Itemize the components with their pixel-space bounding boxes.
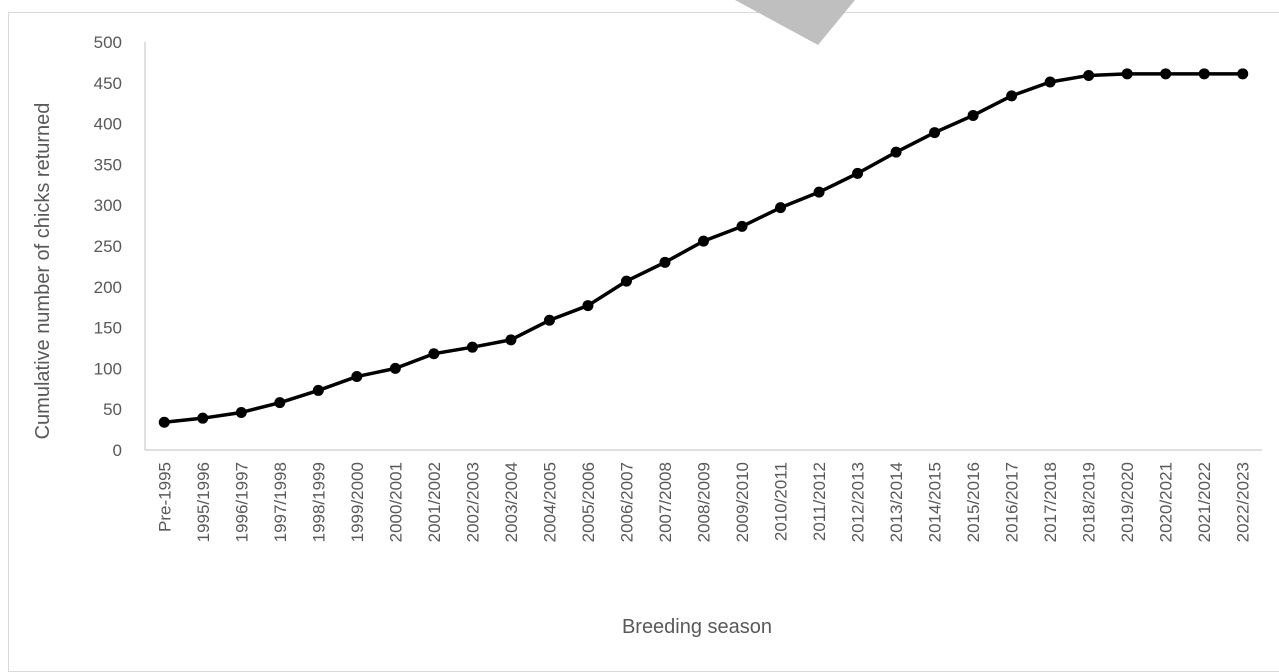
- series: [158, 68, 1249, 428]
- y-tick-label: 400: [94, 115, 122, 134]
- x-tick-label: 1996/1997: [232, 462, 251, 542]
- y-axis-title: Cumulative number of chicks returned: [32, 103, 54, 440]
- data-point: [1121, 68, 1133, 80]
- data-point: [1083, 69, 1095, 81]
- x-tick-label: 2012/2013: [849, 462, 868, 542]
- decorative-gray-shape: [735, 0, 855, 45]
- x-tick-label: 1995/1996: [194, 462, 213, 542]
- x-tick-label: 2001/2002: [425, 462, 444, 542]
- axes: [144, 42, 1262, 451]
- x-tick-label: 2004/2005: [540, 462, 559, 542]
- x-tick-label: 1997/1998: [271, 462, 290, 542]
- data-point: [1006, 90, 1018, 102]
- data-point: [466, 341, 478, 353]
- y-tick-label: 250: [94, 237, 122, 256]
- y-tick-label: 100: [94, 359, 122, 378]
- x-tick-label: 2018/2019: [1080, 462, 1099, 542]
- data-point: [659, 256, 671, 268]
- data-point: [312, 384, 324, 396]
- data-point: [543, 314, 555, 326]
- x-tick-label: 1998/1999: [309, 462, 328, 542]
- data-point: [351, 371, 363, 383]
- x-tick-label: 2014/2015: [926, 462, 945, 542]
- y-tick-label: 150: [94, 319, 122, 338]
- x-tick-label: 2017/2018: [1041, 462, 1060, 542]
- y-tick-label: 200: [94, 278, 122, 297]
- x-axis-title: Breeding season: [622, 616, 772, 638]
- data-point: [736, 220, 748, 232]
- x-tick-label: 2010/2011: [772, 462, 791, 541]
- data-point: [1198, 68, 1210, 80]
- data-point: [775, 202, 787, 214]
- y-tick-label: 0: [113, 441, 122, 460]
- y-tick-label: 300: [94, 196, 122, 215]
- data-point: [235, 406, 247, 418]
- y-tick-label: 450: [94, 74, 122, 93]
- y-tick-labels: 0 50 100 150 200 250 300 350 400 450 500: [94, 33, 122, 460]
- data-point: [890, 146, 902, 158]
- x-tick-label: 2015/2016: [964, 462, 983, 542]
- y-tick-label: 350: [94, 155, 122, 174]
- x-tick-label: 2003/2004: [502, 462, 521, 542]
- x-tick-label: 2016/2017: [1003, 462, 1022, 542]
- x-tick-label: 2007/2008: [656, 462, 675, 542]
- x-tick-label: 2022/2023: [1234, 462, 1253, 542]
- x-tick-label: 2013/2014: [887, 462, 906, 542]
- x-tick-label: 2000/2001: [386, 462, 405, 542]
- data-point: [197, 412, 209, 424]
- data-point: [1044, 76, 1056, 88]
- x-tick-label: 2011/2012: [810, 462, 829, 541]
- data-point: [582, 300, 594, 312]
- y-tick-label: 500: [94, 33, 122, 52]
- data-point: [158, 416, 170, 428]
- data-point: [274, 397, 286, 409]
- x-tick-label: 2020/2021: [1157, 462, 1176, 542]
- x-tick-label: Pre-1995: [155, 462, 174, 532]
- series-line: [164, 72, 1243, 424]
- x-tick-label: 2008/2009: [695, 462, 714, 542]
- line-chart: 0 50 100 150 200 250 300 350 400 450 500 Pre-1995 1…: [32, 33, 1262, 638]
- x-tick-label: 2002/2003: [463, 462, 482, 542]
- x-tick-label: 2009/2010: [733, 462, 752, 542]
- data-point: [967, 109, 979, 121]
- data-point: [428, 348, 440, 360]
- data-point: [929, 127, 941, 139]
- x-tick-label: 1999/2000: [348, 462, 367, 542]
- data-point: [505, 334, 517, 346]
- x-tick-label: 2006/2007: [617, 462, 636, 542]
- x-tick-labels: Pre-1995 1995/1996 1996/1997 1997/1998 1998/…: [155, 462, 1252, 542]
- x-tick-label: 2019/2020: [1118, 462, 1137, 542]
- y-tick-label: 50: [103, 400, 122, 419]
- data-point: [620, 275, 632, 287]
- data-point: [852, 167, 864, 179]
- data-point: [1237, 68, 1249, 80]
- data-point: [389, 362, 401, 374]
- x-tick-label: 2021/2022: [1195, 462, 1214, 542]
- data-point: [813, 186, 825, 198]
- data-point: [698, 235, 709, 247]
- data-point: [1160, 68, 1172, 80]
- x-tick-label: 2005/2006: [579, 462, 598, 542]
